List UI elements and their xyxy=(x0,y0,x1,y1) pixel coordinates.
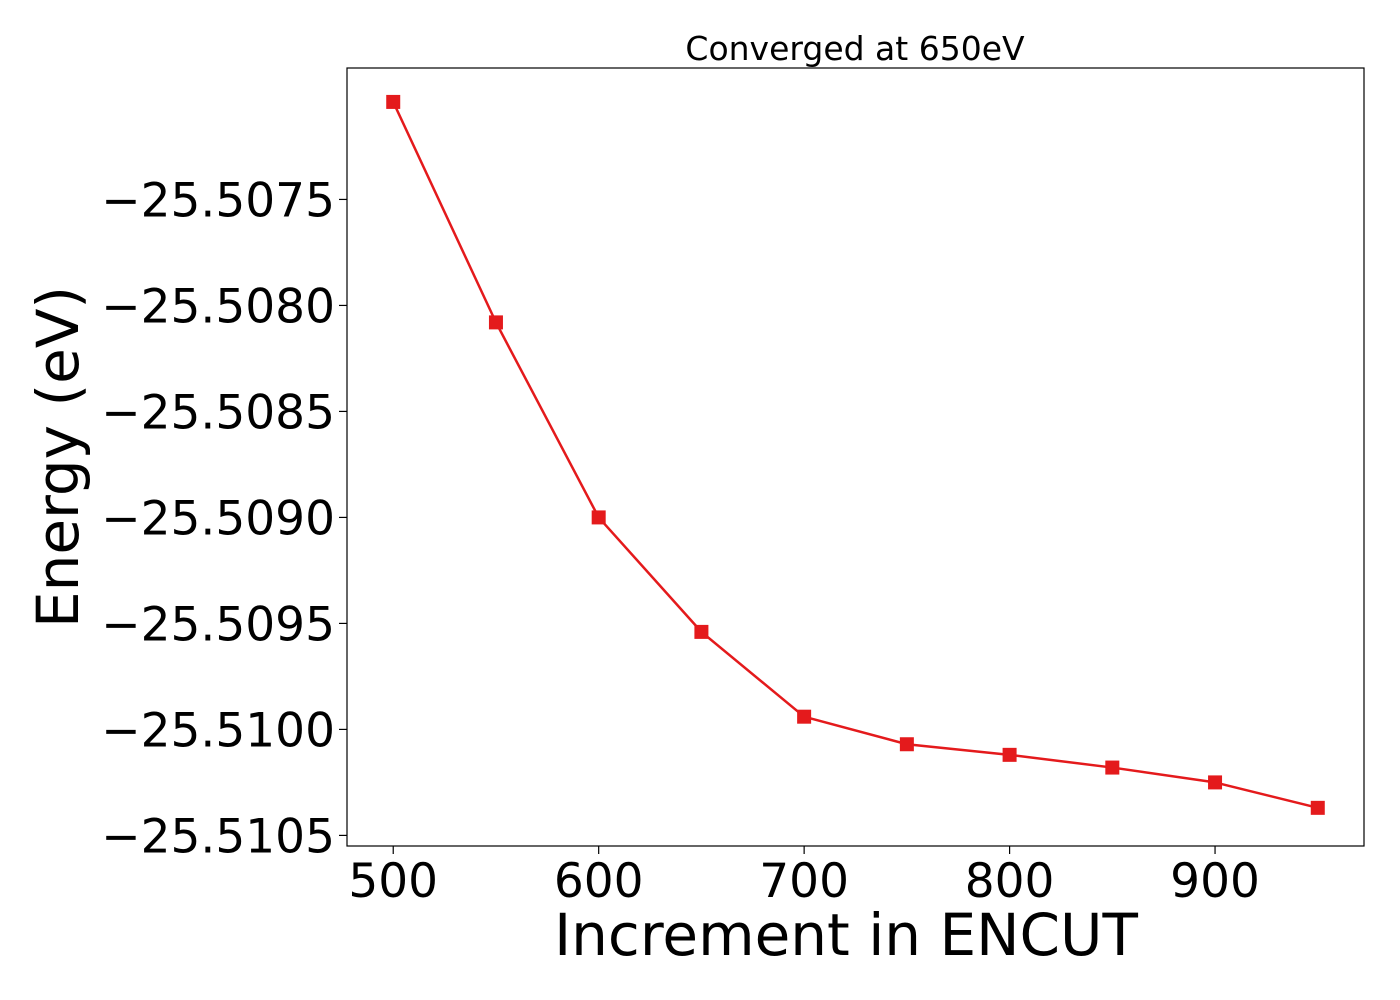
data-point-marker xyxy=(386,94,401,109)
y-tick-label: −25.5080 xyxy=(101,279,335,334)
y-tick-label: −25.5095 xyxy=(101,597,335,652)
data-point-marker xyxy=(694,624,709,639)
data-point-marker xyxy=(1002,747,1017,762)
data-point-marker xyxy=(1310,800,1325,815)
chart-title: Converged at 650eV xyxy=(685,29,1025,68)
y-axis-ticks: −25.5075 −25.5080 −25.5085 −25.5090 −25.5095… xyxy=(101,173,347,864)
y-tick-label: −25.5100 xyxy=(101,703,335,758)
x-tick-label: 700 xyxy=(759,854,849,909)
x-tick-label: 600 xyxy=(554,854,644,909)
data-point-marker xyxy=(488,315,503,330)
plot-area-frame xyxy=(346,67,1365,847)
data-point-marker xyxy=(797,709,812,724)
series-layer xyxy=(386,94,1325,815)
y-tick-label: −25.5075 xyxy=(101,173,335,228)
x-tick-label: 800 xyxy=(965,854,1055,909)
x-axis-ticks: 500 600 700 800 900 xyxy=(348,846,1260,909)
series-line xyxy=(392,101,1319,810)
y-tick-label: −25.5105 xyxy=(101,809,335,864)
x-axis-title: Increment in ENCUT xyxy=(554,901,1138,969)
x-tick-label: 500 xyxy=(348,854,438,909)
x-tick-label: 900 xyxy=(1170,854,1260,909)
data-point-marker xyxy=(591,510,606,525)
data-point-marker xyxy=(1208,775,1223,790)
data-point-marker xyxy=(1105,760,1120,775)
y-tick-label: −25.5090 xyxy=(101,491,335,546)
y-axis-title: Energy (eV) xyxy=(24,286,92,628)
y-tick-label: −25.5085 xyxy=(101,385,335,440)
data-point-marker xyxy=(899,737,914,752)
